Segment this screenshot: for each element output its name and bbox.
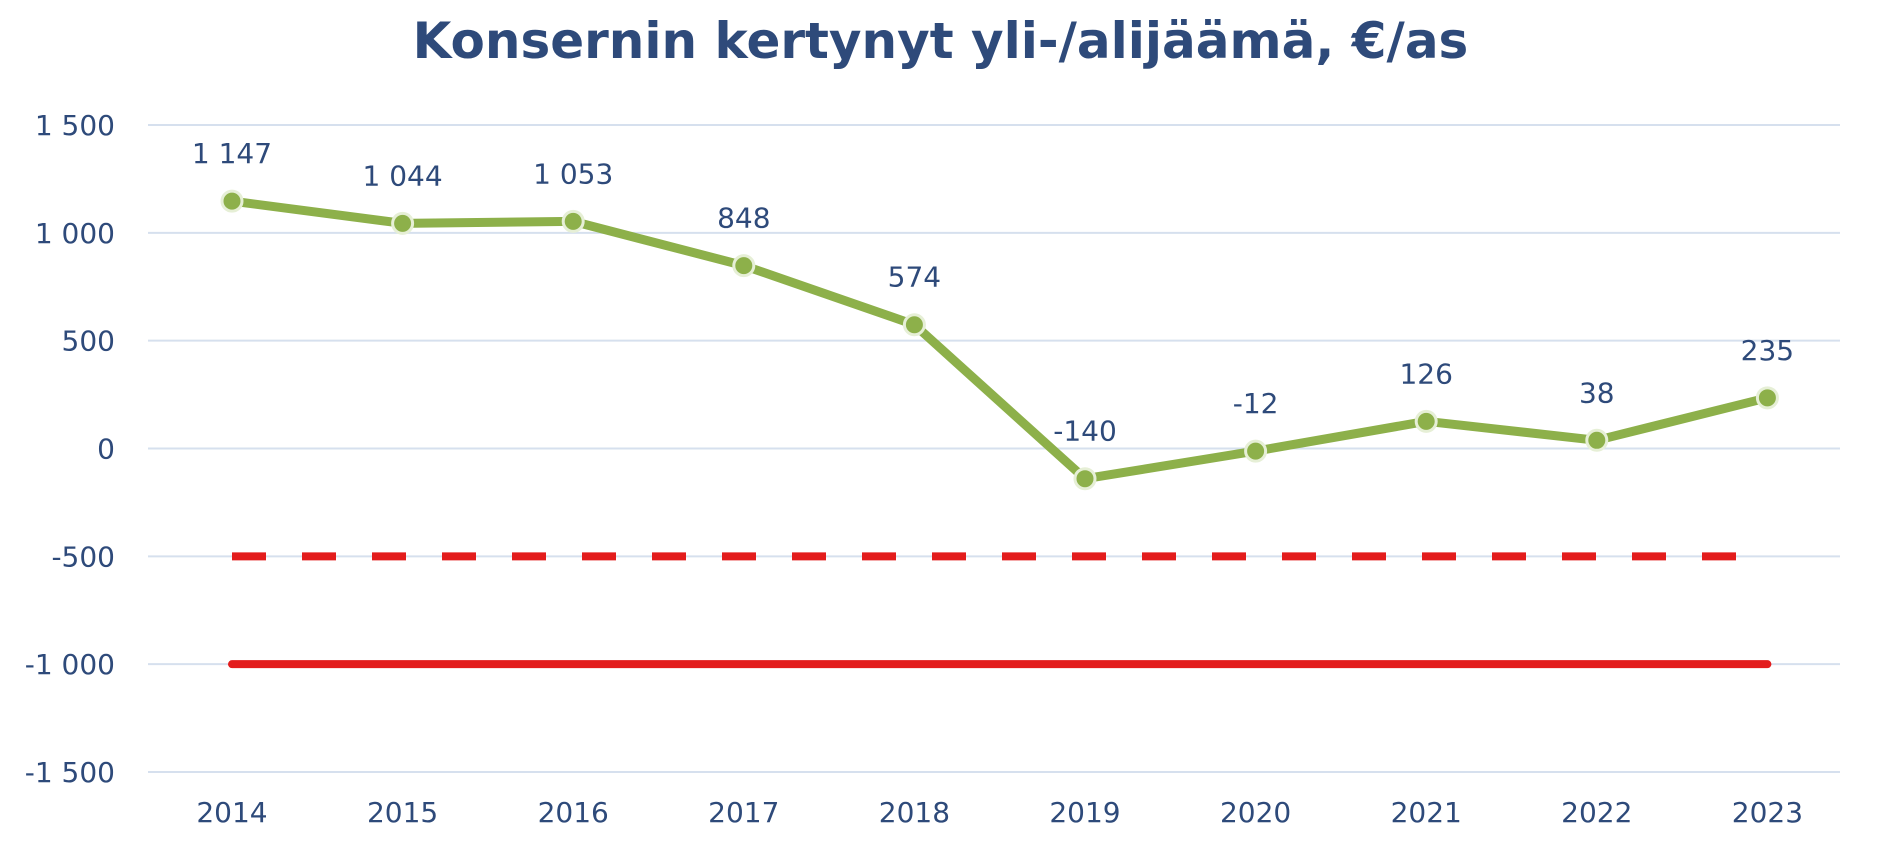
- y-tick-label: 1 000: [35, 217, 115, 250]
- series: [220, 189, 1779, 491]
- data-point: [1585, 428, 1609, 452]
- x-tick-label: 2020: [1220, 796, 1291, 829]
- x-tick-label: 2016: [538, 796, 609, 829]
- data-point: [561, 209, 585, 233]
- x-tick-label: 2018: [879, 796, 950, 829]
- reference-lines: [228, 552, 1772, 669]
- x-axis-tick-labels: 2014 2015 2016 2017 2018 2019 2020 2021 2022 2023: [196, 796, 1803, 829]
- x-tick-label: 2015: [367, 796, 438, 829]
- y-tick-label: 500: [62, 325, 115, 358]
- data-point: [902, 313, 926, 337]
- y-tick-label: -1 500: [25, 756, 115, 789]
- series-line: [227, 196, 1772, 484]
- data-label: 848: [717, 202, 770, 235]
- y-tick-label: 1 500: [35, 109, 115, 142]
- data-point: [391, 211, 415, 235]
- y-tick-label: 0: [97, 433, 115, 466]
- data-label: -140: [1053, 415, 1117, 448]
- data-label: 1 053: [533, 157, 613, 190]
- data-point: [1073, 467, 1097, 491]
- x-tick-label: 2022: [1561, 796, 1632, 829]
- x-tick-label: 2014: [196, 796, 267, 829]
- y-tick-label: -500: [51, 540, 115, 573]
- data-label: 574: [888, 261, 941, 294]
- data-label: 126: [1399, 357, 1452, 390]
- data-label: 235: [1741, 334, 1794, 367]
- x-tick-label: 2023: [1732, 796, 1803, 829]
- data-label: -12: [1233, 387, 1279, 420]
- chart-title: Konsernin kertynyt yli-/alijäämä, €/as: [412, 12, 1469, 70]
- data-label: 38: [1579, 376, 1615, 409]
- x-tick-label: 2019: [1049, 796, 1120, 829]
- x-tick-label: 2017: [708, 796, 779, 829]
- data-point: [1414, 409, 1438, 433]
- data-point: [220, 189, 244, 213]
- x-tick-label: 2021: [1391, 796, 1462, 829]
- y-axis-tick-labels: 1 500 1 000 500 0 -500 -1 000 -1 500: [25, 109, 115, 789]
- y-tick-label: -1 000: [25, 648, 115, 681]
- data-label: 1 147: [192, 137, 272, 170]
- data-label: 1 044: [363, 159, 443, 192]
- data-point: [1755, 386, 1779, 410]
- data-labels: 1 147 1 044 1 053 848 574 -140 -12 126 38 235: [192, 137, 1794, 448]
- data-point: [1244, 439, 1268, 463]
- data-point: [732, 254, 756, 278]
